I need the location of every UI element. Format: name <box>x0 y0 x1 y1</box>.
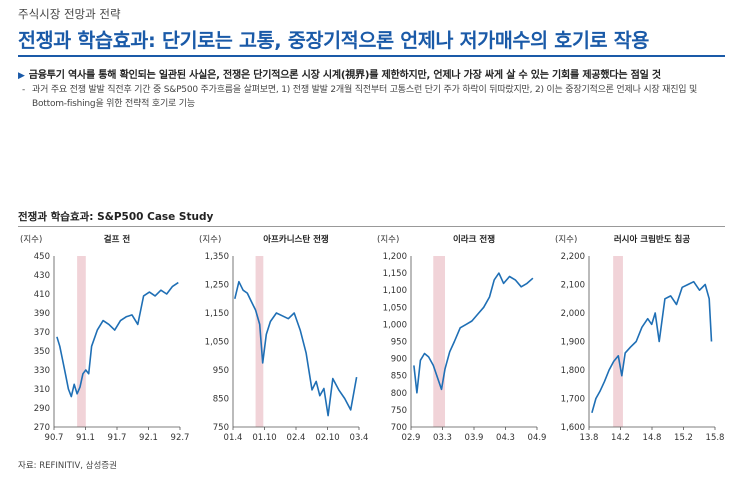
y-tick-label: 290 <box>34 404 50 414</box>
chart-panel-afghanistan-war: (지수) 아프카니스탄 전쟁 750 850 950 1,050 1,150 1,250 1,3… <box>199 234 369 443</box>
y-tick-label: 1,200 <box>383 252 407 262</box>
y-tick-label: 1,900 <box>561 338 585 348</box>
header-subtitle: 주식시장 전망과 전략 <box>18 7 121 21</box>
x-tick-label: 91.7 <box>108 433 127 443</box>
panel-title: 아프카니스탄 전쟁 <box>263 234 329 245</box>
y-tick-label: 410 <box>34 290 50 300</box>
y-tick-label: 1,250 <box>205 281 229 291</box>
title-divider <box>18 55 725 57</box>
y-tick-label: 950 <box>391 338 407 348</box>
y-tick-label: 370 <box>34 328 50 338</box>
series-line <box>591 280 713 414</box>
x-tick-label: 04.3 <box>496 433 515 443</box>
page-title: 전쟁과 학습효과: 단기로는 고통, 중장기적으론 언제나 저가매수의 호기로 … <box>18 29 649 52</box>
x-tick-label: 02.10 <box>315 433 339 443</box>
x-tick-label: 90.7 <box>45 433 64 443</box>
y-tick-label: 1,150 <box>383 269 407 279</box>
summary-bullet-text: 금융투기 역사를 통해 확인되는 일관된 사실은, 전쟁은 단기적으론 시장 시… <box>28 70 661 81</box>
y-tick-label: 2,100 <box>561 281 585 291</box>
y-tick-label: 700 <box>391 423 407 433</box>
y-tick-label: 330 <box>34 366 50 376</box>
series-line <box>56 281 179 398</box>
summary-note-text: 과거 주요 전쟁 발발 직전후 기간 중 S&P500 주가흐름을 살펴보면, … <box>32 85 698 109</box>
x-tick-label: 92.7 <box>171 433 190 443</box>
unit-label: (지수) <box>20 235 42 245</box>
war-period-shade <box>433 256 445 427</box>
section-divider <box>18 226 725 227</box>
summary-bullet: ▶ 금융투기 역사를 통해 확인되는 일관된 사실은, 전쟁은 단기적으론 시장 … <box>18 66 661 81</box>
y-tick-label: 1,350 <box>205 252 229 262</box>
section-title: 전쟁과 학습효과: S&P500 Case Study <box>18 211 214 223</box>
x-tick-label: 15.2 <box>674 433 693 443</box>
y-tick-label: 1,700 <box>561 395 585 405</box>
y-tick-label: 850 <box>391 372 407 382</box>
y-tick-label: 800 <box>391 389 407 399</box>
y-tick-label: 750 <box>213 423 229 433</box>
panel-title: 이라크 전쟁 <box>453 234 495 245</box>
x-tick-label: 04.9 <box>528 433 547 443</box>
triangle-bullet-icon: ▶ <box>18 71 25 81</box>
x-tick-label: 02.9 <box>402 433 421 443</box>
unit-label: (지수) <box>377 235 399 245</box>
y-tick-label: 1,050 <box>205 338 229 348</box>
x-tick-label: 03.3 <box>433 433 452 443</box>
panel-title: 러시아 크림반도 침공 <box>614 234 690 245</box>
unit-label: (지수) <box>199 235 221 245</box>
y-tick-label: 900 <box>391 355 407 365</box>
series-line <box>413 272 534 394</box>
x-tick-label: 15.8 <box>706 433 725 443</box>
y-tick-label: 1,800 <box>561 366 585 376</box>
x-tick-label: 91.1 <box>76 433 95 443</box>
x-tick-label: 01.10 <box>252 433 276 443</box>
y-tick-label: 390 <box>34 309 50 319</box>
x-tick-label: 92.1 <box>139 433 158 443</box>
y-tick-label: 450 <box>34 252 50 262</box>
chart-panel-gulf-war: (지수) 걸프 전 270 290 310 330 350 370 390 410 430 450 90… <box>20 234 190 443</box>
war-period-shade <box>613 256 623 427</box>
x-tick-label: 03.4 <box>350 433 369 443</box>
series-line <box>234 280 358 417</box>
y-tick-label: 1,000 <box>383 320 407 330</box>
unit-label: (지수) <box>555 235 577 245</box>
y-tick-label: 1,050 <box>383 303 407 313</box>
x-tick-label: 13.8 <box>580 433 599 443</box>
source-note: 자료: REFINITIV, 삼성증권 <box>18 461 117 471</box>
x-tick-label: 02.4 <box>287 433 306 443</box>
x-tick-label: 03.9 <box>465 433 484 443</box>
y-tick-label: 750 <box>391 406 407 416</box>
y-tick-label: 1,600 <box>561 423 585 433</box>
y-tick-label: 350 <box>34 347 50 357</box>
x-tick-label: 14.8 <box>643 433 662 443</box>
y-tick-label: 2,000 <box>561 309 585 319</box>
x-tick-label: 14.2 <box>611 433 630 443</box>
war-period-shade <box>77 256 86 427</box>
x-tick-label: 01.4 <box>224 433 243 443</box>
y-tick-label: 850 <box>213 395 229 405</box>
y-tick-label: 270 <box>34 423 50 433</box>
panel-title: 걸프 전 <box>104 234 131 245</box>
note-dash: - <box>22 85 26 95</box>
y-tick-label: 1,100 <box>383 286 407 296</box>
y-tick-label: 310 <box>34 385 50 395</box>
y-tick-label: 950 <box>213 366 229 376</box>
y-tick-label: 2,200 <box>561 252 585 262</box>
y-tick-label: 430 <box>34 271 50 281</box>
summary-note: - 과거 주요 전쟁 발발 직전후 기간 중 S&P500 주가흐름을 살펴보면,… <box>22 83 722 111</box>
chart-panel-crimea-invasion: (지수) 러시아 크림반도 침공 1,600 1,700 1,800 1,900 2,000… <box>555 234 725 443</box>
y-tick-label: 1,150 <box>205 309 229 319</box>
war-period-shade <box>255 256 264 427</box>
chart-panel-iraq-war: (지수) 이라크 전쟁 700 750 800 850 900 950 1,000 1,050 1,… <box>377 234 547 443</box>
